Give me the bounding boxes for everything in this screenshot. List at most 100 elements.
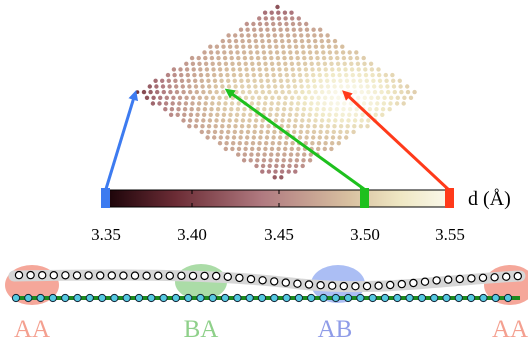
lattice-atom: [332, 124, 337, 129]
lattice-atom: [201, 89, 206, 95]
lattice-atom: [335, 101, 340, 106]
lattice-atom: [398, 84, 403, 89]
lattice-atom: [206, 124, 212, 129]
lattice-atom: [268, 107, 274, 112]
lattice-atom: [295, 101, 301, 106]
lattice-atom: [267, 44, 272, 49]
ba-arrow: [224, 88, 365, 191]
lattice-atom: [239, 129, 244, 135]
lattice-atom: [345, 84, 350, 89]
lattice-atom: [265, 129, 270, 135]
lattice-atom: [259, 78, 264, 84]
bottom-atom: [171, 293, 180, 303]
lattice-atom: [158, 95, 163, 101]
lattice-atom: [260, 118, 265, 123]
lattice-atom: [236, 146, 242, 152]
lattice-atom: [326, 38, 331, 44]
lattice-atom: [276, 101, 281, 106]
lattice-atom: [236, 101, 241, 106]
lattice-atom: [316, 141, 322, 146]
lattice-atom: [320, 44, 325, 49]
lattice-atom: [202, 50, 207, 55]
lattice-atom: [296, 146, 301, 152]
lattice-atom: [160, 78, 165, 84]
lattice-atom: [306, 118, 312, 123]
lattice-atom: [274, 50, 280, 55]
lattice-atom: [176, 107, 181, 112]
lattice-atom: [326, 44, 332, 49]
lattice-atom: [331, 129, 336, 135]
lattice-atom: [221, 89, 226, 95]
lattice-atom: [333, 89, 338, 95]
lattice-atom: [339, 84, 344, 89]
lattice-atom: [293, 44, 299, 49]
lattice-atom: [286, 124, 291, 129]
top-atom: [211, 271, 221, 281]
lattice-atom: [270, 141, 275, 146]
lattice-atom: [383, 72, 388, 78]
lattice-atom: [356, 67, 361, 72]
lattice-atom: [381, 101, 387, 106]
lattice-atom: [273, 38, 278, 44]
lattice-atom: [222, 55, 228, 61]
lattice-atom: [234, 89, 239, 95]
lattice-atom: [212, 129, 218, 135]
bottom-atom: [196, 293, 205, 303]
lattice-atom: [265, 78, 270, 84]
lattice-atom: [260, 44, 266, 49]
lattice-atom: [367, 107, 373, 112]
lattice-atom: [187, 118, 193, 123]
bottom-atom: [467, 293, 476, 303]
top-atom: [38, 271, 47, 280]
lattice-atom: [198, 72, 204, 78]
lattice-atom: [168, 89, 173, 95]
lattice-atom: [293, 38, 298, 44]
bottom-atom: [159, 293, 168, 303]
lattice-atom: [352, 118, 358, 123]
lattice-atom: [231, 72, 237, 78]
lattice-atom: [290, 141, 295, 146]
lattice-atom: [273, 169, 278, 174]
top-atom: [14, 270, 24, 280]
lattice-atom: [295, 152, 300, 157]
lattice-atom: [287, 44, 292, 49]
lattice-atom: [226, 124, 232, 129]
lattice-atom: [296, 16, 301, 21]
lattice-atom: [284, 72, 289, 78]
lattice-atom: [220, 84, 225, 89]
lattice-atom: [308, 55, 314, 61]
lattice-atom: [332, 84, 337, 89]
lattice-atom: [259, 129, 264, 135]
lattice-atom: [348, 101, 354, 106]
lattice-atom: [312, 84, 317, 89]
lattice-atom: [251, 72, 256, 78]
bottom-atom: [430, 293, 439, 303]
lattice-atom: [322, 61, 328, 66]
lattice-atom: [298, 27, 303, 32]
lattice-atom: [330, 72, 336, 78]
lattice-atom: [192, 72, 197, 78]
lattice-atom: [299, 124, 304, 129]
lattice-atom: [233, 84, 238, 89]
lattice-atom: [325, 84, 331, 89]
lattice-atom: [269, 10, 274, 15]
lattice-atom: [247, 38, 252, 44]
lattice-atom: [197, 61, 202, 66]
top-atom: [72, 271, 82, 280]
lattice-atom: [239, 33, 244, 38]
top-atom: [281, 278, 290, 287]
lattice-atom: [199, 129, 204, 135]
lattice-atom: [280, 118, 285, 123]
lattice-atom: [316, 95, 321, 101]
lattice-atom: [276, 146, 281, 152]
lattice-atom: [375, 101, 380, 106]
lattice-atom: [300, 44, 305, 49]
lattice-atom: [297, 67, 302, 72]
lattice-atom: [386, 89, 391, 95]
lattice-atom: [379, 89, 384, 95]
lattice-atom: [269, 152, 274, 157]
lattice-atom: [214, 118, 219, 123]
bottom-atom: [11, 293, 21, 303]
top-atom: [328, 281, 337, 290]
lattice-atom: [236, 61, 242, 66]
